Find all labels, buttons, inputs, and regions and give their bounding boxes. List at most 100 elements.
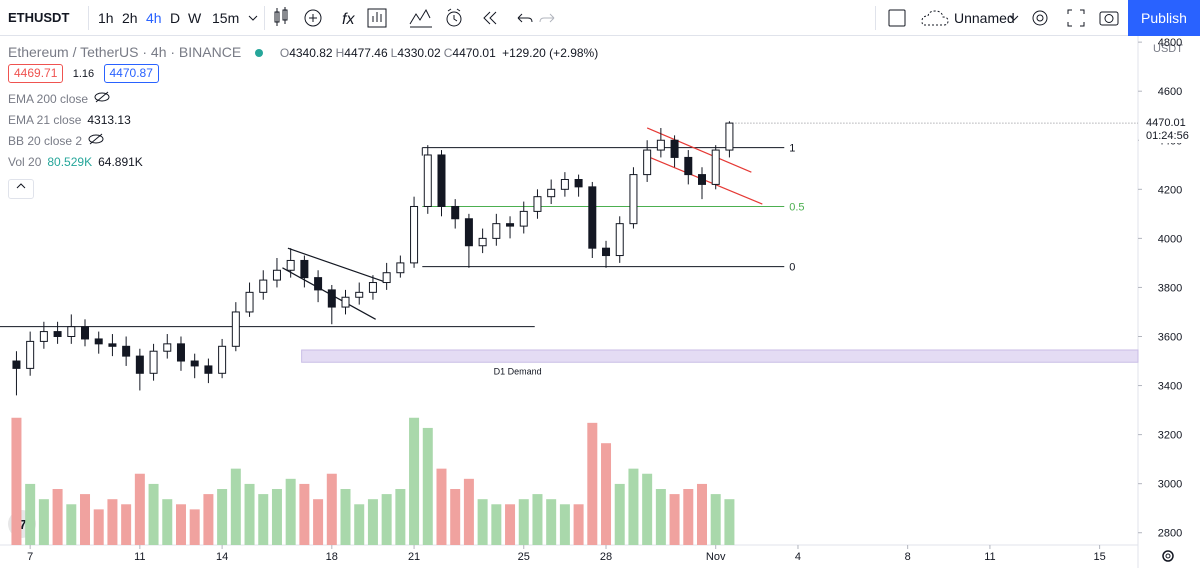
compare-icon[interactable] xyxy=(367,8,387,28)
candle-body xyxy=(355,291,364,298)
interval[interactable]: 2h xyxy=(122,10,138,26)
volume-bar xyxy=(532,494,543,545)
axes: USDT280030003200340036003800400042004400… xyxy=(27,37,1183,563)
candle-body xyxy=(643,149,652,176)
undo-icon[interactable] xyxy=(517,13,533,23)
interval[interactable]: 4h xyxy=(146,10,162,26)
layout-name[interactable]: Unnamed xyxy=(954,10,1015,26)
x-tick-label: Nov xyxy=(706,551,726,563)
fullscreen-button[interactable] xyxy=(1067,9,1085,27)
volume-bar xyxy=(587,422,598,545)
fx-icon[interactable]: fx xyxy=(342,11,355,28)
symbol[interactable]: ETHUSDT xyxy=(8,10,70,25)
candle-body xyxy=(67,326,76,337)
volume-bar xyxy=(683,489,694,545)
candle-body xyxy=(437,154,446,207)
chart-type-icon[interactable] xyxy=(274,7,288,26)
volume-bar xyxy=(381,494,392,545)
indicator-value: 64.891K xyxy=(98,155,143,169)
select-icon[interactable] xyxy=(888,9,906,27)
volume-bar xyxy=(491,504,502,545)
indicator-value: 4313.13 xyxy=(87,113,131,127)
ohlc-value: 4330.02 xyxy=(397,46,441,60)
candle-body xyxy=(176,343,185,362)
candle-body xyxy=(12,360,21,369)
svg-text:fx: fx xyxy=(342,11,355,28)
currency-label: USDT xyxy=(1153,43,1183,55)
volume-bar xyxy=(148,483,159,545)
volume-bar xyxy=(244,483,255,545)
settings-button[interactable] xyxy=(1032,10,1048,26)
candle-body xyxy=(135,355,144,374)
ask[interactable]: 4470.87 xyxy=(103,64,159,83)
candle-body xyxy=(231,311,240,347)
volume-bar xyxy=(134,473,145,545)
volume-bar xyxy=(285,478,296,545)
candle-body xyxy=(163,343,172,352)
ohlc-value: 4470.01 xyxy=(452,46,496,60)
volume-bar xyxy=(217,489,228,545)
candle-body xyxy=(149,350,158,374)
volume-bar xyxy=(25,483,36,545)
indicator-add-icon[interactable] xyxy=(304,9,322,27)
candle-body xyxy=(26,340,35,369)
x-tick-label: 18 xyxy=(326,551,338,563)
y-tick-label: 3400 xyxy=(1158,381,1182,393)
volume-bar xyxy=(422,427,433,545)
x-tick-label: 11 xyxy=(134,551,145,563)
candle-body xyxy=(547,188,556,198)
settings-icon[interactable] xyxy=(1162,550,1174,562)
volume-bar xyxy=(299,483,310,545)
volume-bar xyxy=(477,499,488,545)
volume-bar xyxy=(271,489,282,545)
last-price-tag xyxy=(1139,115,1200,144)
y-tick-label: 3000 xyxy=(1158,479,1182,491)
candle-body xyxy=(725,122,734,151)
indicator-name: EMA 21 close xyxy=(8,113,82,127)
volume-bar xyxy=(326,473,337,545)
hidden-eye[interactable] xyxy=(94,91,110,103)
redo-icon[interactable] xyxy=(539,13,555,23)
interval[interactable]: D xyxy=(170,10,181,26)
indicator-name: Vol 20 xyxy=(8,155,42,169)
candle-body xyxy=(368,282,377,293)
interval-dropdown[interactable] xyxy=(246,0,260,36)
interval[interactable]: 15m xyxy=(212,10,240,26)
layout-dropdown[interactable] xyxy=(1009,15,1019,21)
volume-bar xyxy=(66,504,77,545)
right-icons xyxy=(1032,9,1119,27)
ohlc-value: 4477.46 xyxy=(344,46,388,60)
interval[interactable]: W xyxy=(188,10,202,26)
replay-icon[interactable] xyxy=(483,11,497,25)
alert-icon[interactable] xyxy=(446,8,462,27)
template-icon[interactable] xyxy=(409,8,432,28)
candle-body xyxy=(506,223,515,227)
snapshot-button[interactable] xyxy=(1099,11,1119,26)
y-tick-label: 3200 xyxy=(1158,430,1182,442)
candle-body xyxy=(519,210,528,227)
interval[interactable]: 1h xyxy=(98,10,114,26)
candle-body xyxy=(108,343,117,347)
candle-body xyxy=(574,179,583,188)
ohlc-value: 4340.82 xyxy=(289,46,333,60)
candle-body xyxy=(464,218,473,247)
volume-bar xyxy=(409,417,420,545)
ohlc-values: O4340.82 H4477.46 L4330.02 C4470.01 xyxy=(280,46,499,60)
volume-bar xyxy=(436,468,447,545)
publish-button[interactable]: Publish xyxy=(1128,0,1200,36)
ohlc-label: L xyxy=(390,46,398,60)
toolbar: ETHUSDT 1h 2h 4h D W 15m fx Unnamed Publish xyxy=(0,0,1200,36)
volume-bar xyxy=(175,504,186,545)
candle-body xyxy=(122,345,131,357)
volume-bar xyxy=(573,504,584,545)
fib-label: 0.5 xyxy=(789,201,804,213)
volume-bar xyxy=(107,499,118,545)
volume-bar xyxy=(655,489,666,545)
candle-body xyxy=(451,205,460,220)
hidden-eye[interactable] xyxy=(88,133,104,145)
y-tick-label: 2800 xyxy=(1158,528,1182,540)
candle-body xyxy=(410,205,419,264)
cloud-icon[interactable] xyxy=(921,10,949,26)
collapse-button[interactable] xyxy=(8,179,34,199)
bid[interactable]: 4469.71 xyxy=(8,64,64,83)
